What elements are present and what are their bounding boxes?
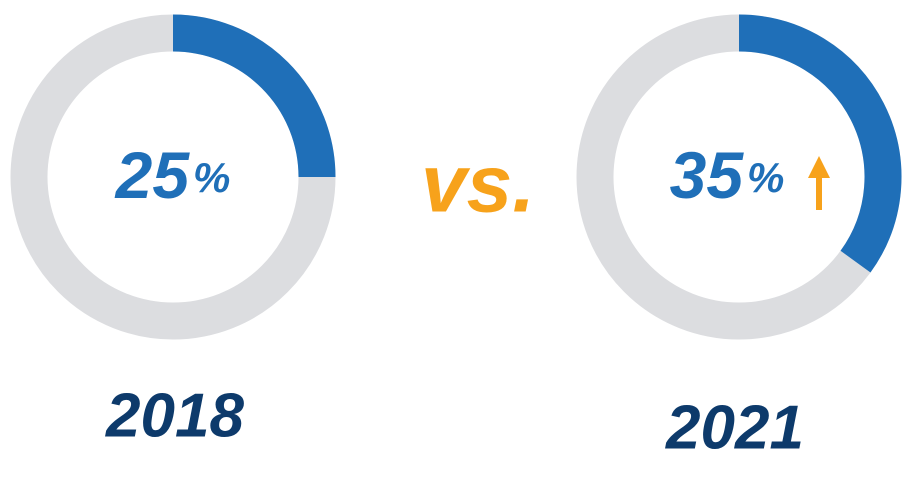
value-label: 25% — [114, 138, 231, 212]
year-label: 2018 — [105, 381, 244, 450]
donut-segment — [738, 14, 902, 273]
year-label: 2021 — [665, 393, 804, 462]
donut-segment — [172, 14, 336, 178]
comparison-label: vs. — [421, 139, 535, 230]
arrow-shaft — [816, 176, 822, 210]
increase-arrow — [808, 156, 830, 210]
value-label: 35% — [670, 138, 785, 212]
arrow-head — [808, 156, 830, 178]
